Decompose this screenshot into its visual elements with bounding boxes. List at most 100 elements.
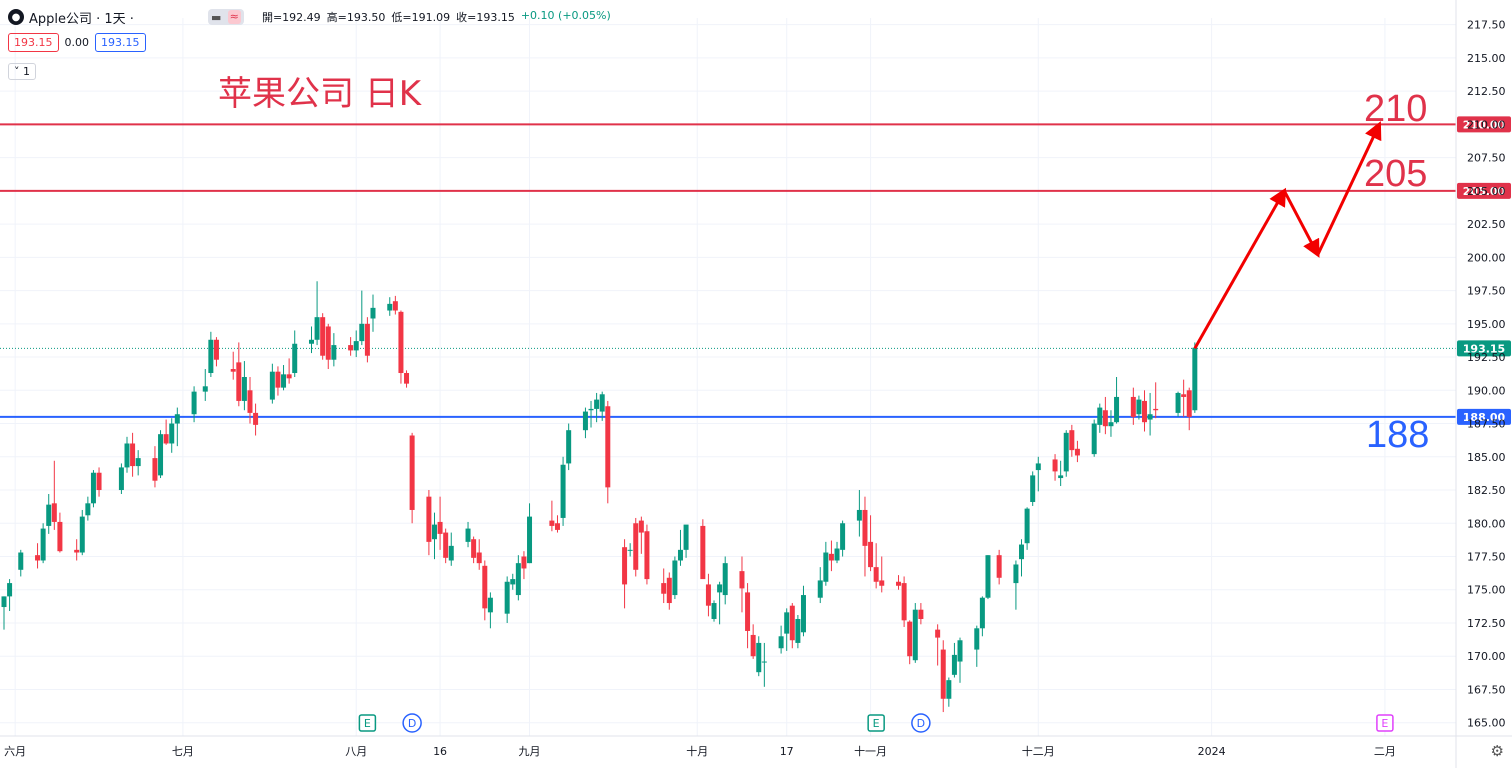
candle	[588, 400, 594, 428]
candle	[353, 330, 359, 358]
candle	[46, 494, 52, 534]
candle	[387, 297, 393, 316]
candle-body	[1108, 422, 1114, 427]
marker-shape	[358, 714, 377, 732]
candle-body	[1013, 564, 1019, 584]
open-value: 開=192.49	[261, 11, 321, 24]
candle-body	[700, 525, 706, 580]
candle	[1130, 387, 1136, 425]
candle	[392, 295, 398, 315]
candle-body	[935, 629, 941, 638]
candle-body	[644, 531, 650, 580]
y-tick-label: 207.50	[1467, 152, 1506, 165]
candle-body	[1097, 407, 1103, 425]
candle-body	[750, 634, 756, 657]
y-tick-label: 195.00	[1467, 318, 1506, 331]
candle-body	[761, 661, 767, 663]
candle	[1091, 419, 1097, 457]
level-price-label: 210.00	[1463, 118, 1506, 131]
candle	[51, 460, 57, 530]
candle-body	[1181, 394, 1187, 397]
candle	[241, 361, 247, 411]
minus-icon: ▬	[211, 10, 222, 24]
candle-body	[879, 580, 885, 586]
candle	[118, 463, 124, 495]
candle-body	[957, 640, 963, 662]
symbol-title[interactable]: Apple公司 · 1天 ·	[29, 11, 134, 27]
candle-body	[800, 595, 806, 633]
settings-gear-icon[interactable]: ⚙	[1490, 742, 1504, 760]
candle	[1058, 460, 1064, 487]
y-tick-label: 192.50	[1467, 351, 1506, 364]
marker-shape	[1376, 714, 1394, 732]
candle-body	[241, 377, 247, 401]
candle	[711, 600, 717, 622]
candle	[918, 603, 924, 625]
x-tick-label: 二月	[1374, 745, 1396, 758]
resistance-2-label: 205	[1364, 153, 1428, 195]
candle-body	[169, 423, 175, 444]
x-tick-label: 2024	[1198, 745, 1226, 758]
candle	[57, 512, 63, 553]
x-tick-label: 十二月	[1022, 744, 1055, 758]
compare-toggle[interactable]: ▬ ≈	[207, 9, 244, 25]
candle	[1052, 454, 1058, 481]
symbol-header: ● Apple公司 · 1天 · ▬ ≈ 開=192.49 高=193.50 低…	[8, 6, 611, 28]
candle-body	[236, 362, 242, 401]
candle	[873, 543, 879, 589]
sell-button[interactable]: 193.15	[8, 33, 59, 52]
candle-body	[622, 547, 628, 585]
candle	[951, 642, 957, 678]
candle-body	[448, 545, 454, 561]
candle	[96, 467, 102, 497]
high-value: 高=193.50	[326, 11, 386, 24]
candle-body	[174, 414, 180, 424]
candle	[823, 541, 829, 586]
candle	[208, 331, 214, 377]
candle	[946, 677, 952, 707]
candle-body	[566, 430, 572, 464]
candle-body	[560, 464, 566, 518]
annotation-title: 苹果公司 日K	[218, 74, 422, 114]
candle-body	[627, 549, 633, 551]
candle-body	[135, 458, 141, 467]
candle-body	[828, 553, 834, 561]
candle	[191, 386, 197, 423]
candle-body	[152, 458, 158, 481]
candle-body	[331, 345, 337, 360]
candle	[370, 294, 376, 332]
buy-button[interactable]: 193.15	[95, 33, 146, 52]
candle-body	[443, 532, 449, 558]
candle-body	[661, 583, 667, 594]
candle-body	[1035, 463, 1041, 471]
candle-body	[476, 552, 482, 564]
candle	[18, 549, 24, 577]
candle-body	[907, 621, 913, 657]
apple-icon[interactable]: ●	[8, 9, 24, 25]
indicators-toggle[interactable]: ˅ 1	[8, 63, 36, 80]
candle	[840, 520, 846, 557]
candle-body	[1114, 396, 1120, 423]
candle-body	[398, 311, 404, 374]
candle	[320, 313, 326, 360]
candle	[1142, 390, 1148, 432]
y-tick-label: 202.50	[1467, 218, 1506, 231]
candle-body	[510, 579, 516, 585]
candle-body	[208, 339, 214, 374]
candle-body	[778, 636, 784, 649]
candle-body	[364, 323, 370, 356]
candle-body	[253, 412, 259, 425]
candle-body	[677, 549, 683, 561]
candle	[269, 363, 275, 404]
candle	[471, 536, 477, 564]
y-tick-label: 185.00	[1467, 451, 1506, 464]
candle	[404, 370, 410, 388]
last-price-tag	[1457, 340, 1511, 357]
support-label: 188	[1366, 414, 1430, 456]
candle	[677, 529, 683, 566]
wave-icon: ≈	[227, 10, 241, 24]
candle	[1147, 392, 1153, 436]
earnings-marker: E	[1376, 714, 1394, 732]
candle-body	[951, 654, 957, 675]
